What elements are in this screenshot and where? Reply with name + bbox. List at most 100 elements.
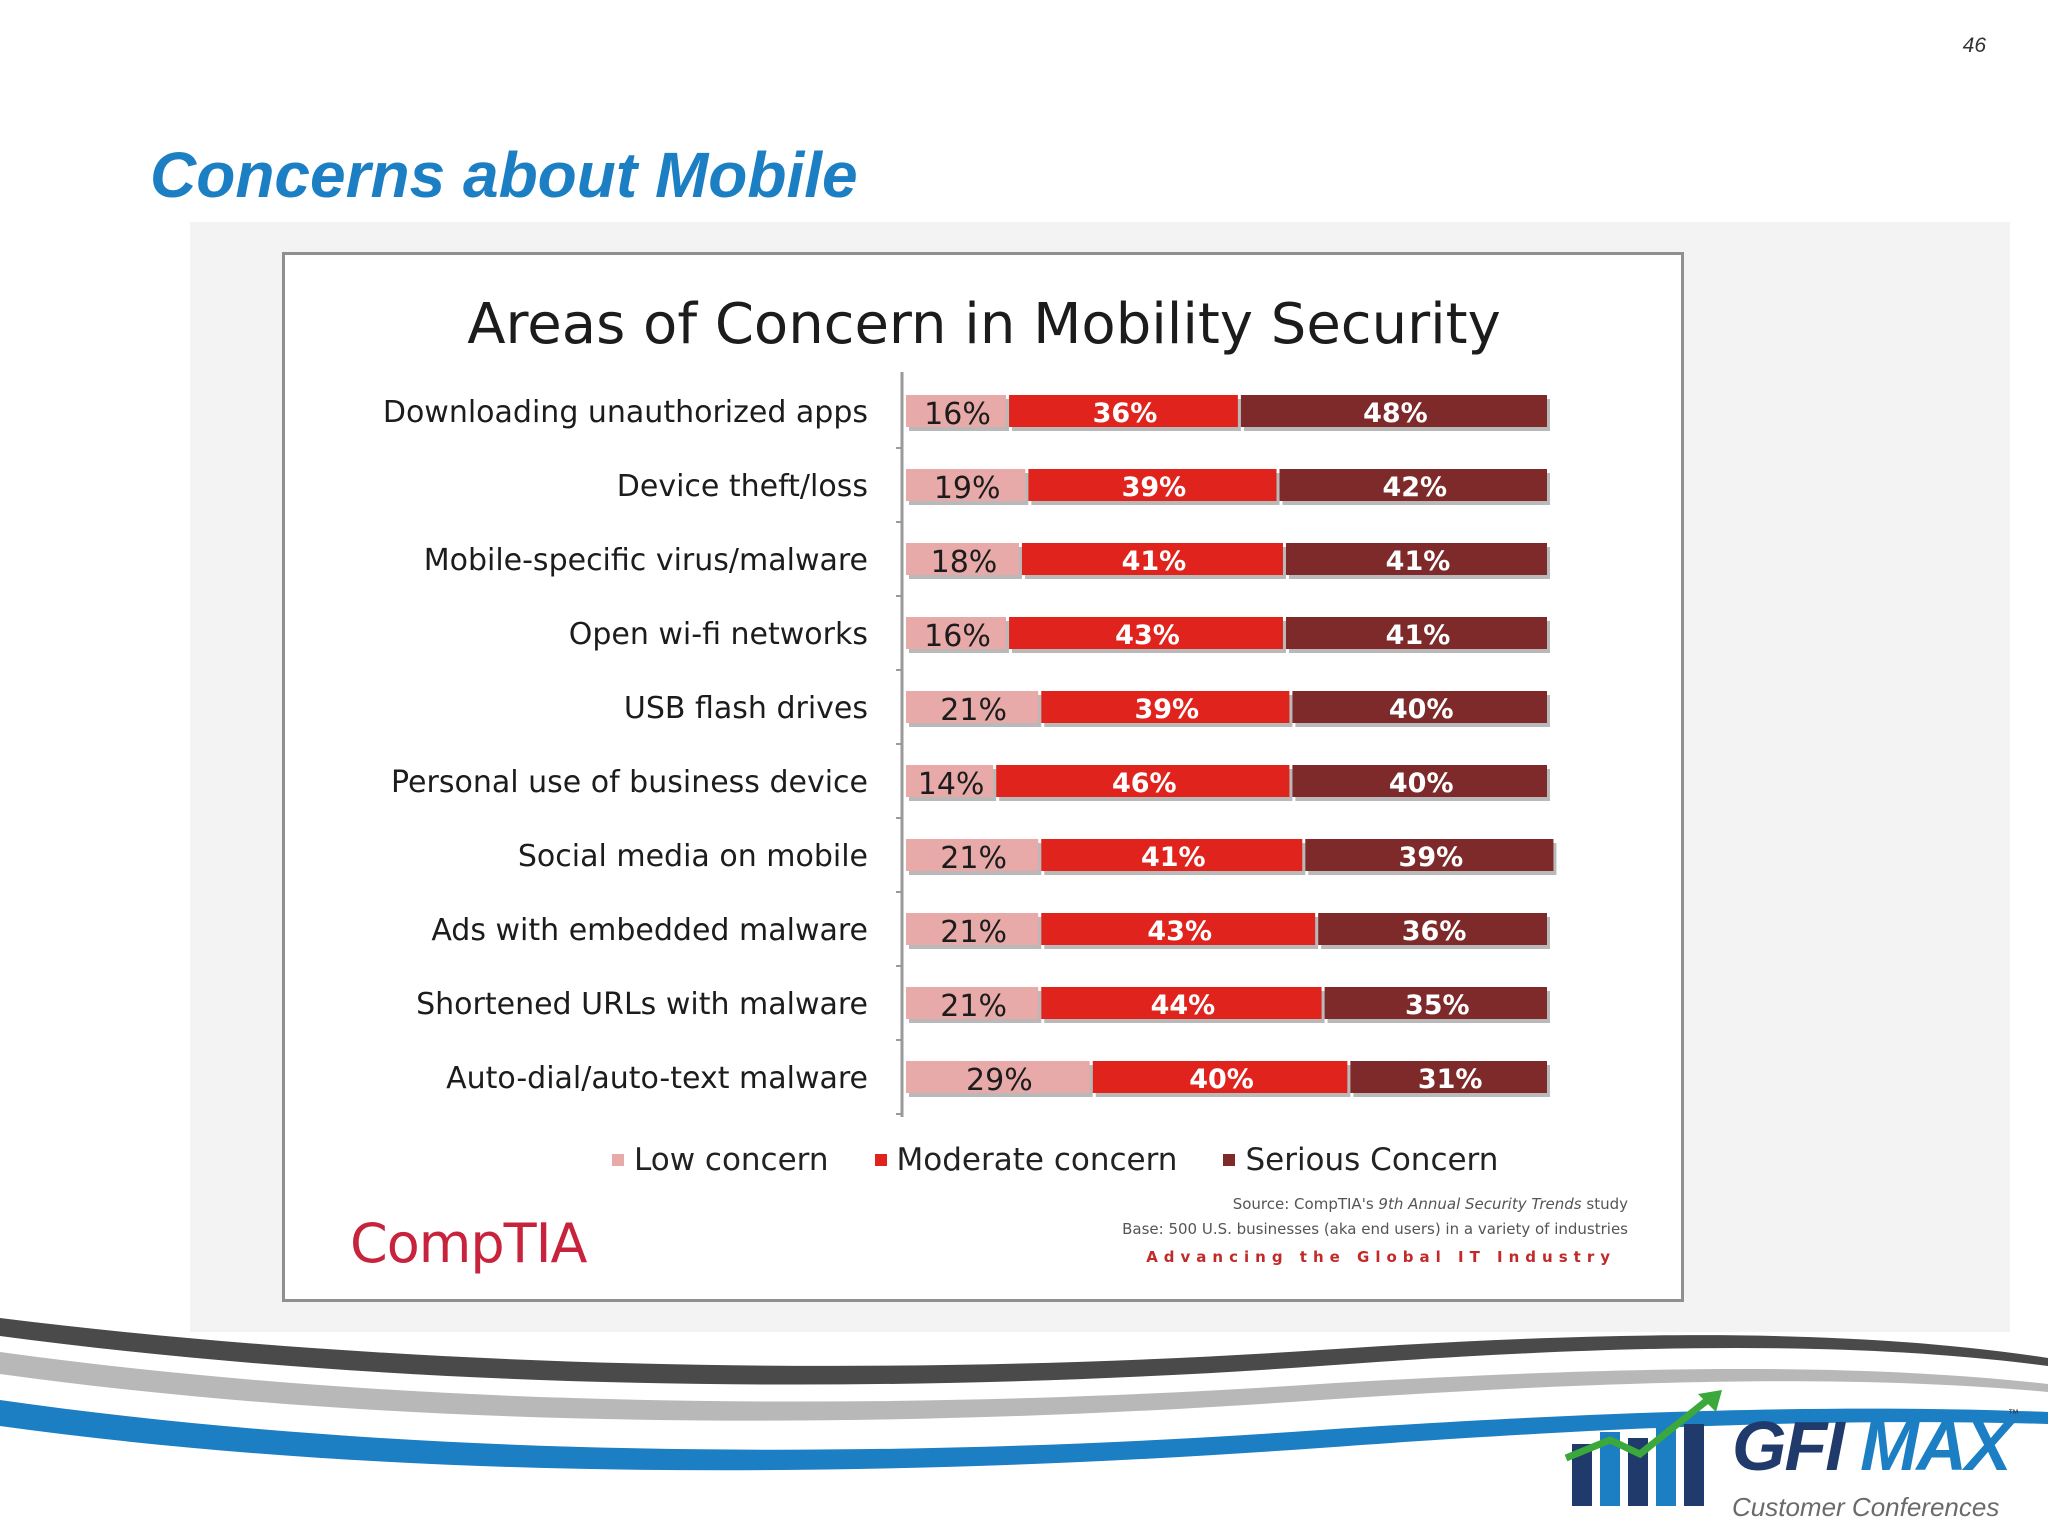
source-note: Source: CompTIA's 9th Annual Security Tr… <box>1122 1192 1628 1242</box>
bar-segment-serious <box>1318 913 1547 945</box>
bar-segment-low <box>906 987 1039 1019</box>
legend-item-moderate: Moderate concern <box>874 1142 1178 1178</box>
bar-segment-low <box>906 839 1039 871</box>
comptia-tagline: Advancing the Global IT Industry <box>1146 1248 1616 1266</box>
legend-label-moderate: Moderate concern <box>896 1142 1178 1178</box>
gfi-max-logo: GFI MAX ™ Customer Conferences <box>1560 1388 2020 1522</box>
bar-segment-moderate <box>1009 395 1238 427</box>
category-label-mobile-specific-virus-malware: Mobile-specific virus/malware <box>424 543 868 578</box>
swoosh-gray-light <box>0 1352 2048 1421</box>
bar-segment-low <box>906 469 1026 501</box>
data-label-low: 21% <box>940 841 1007 876</box>
bar-segment-low <box>906 543 1019 575</box>
data-label-low: 19% <box>934 471 1001 506</box>
data-label-serious: 31% <box>1418 1064 1483 1095</box>
bar-segment-moderate <box>1021 543 1283 575</box>
category-label-personal-use-of-business-device: Personal use of business device <box>391 765 868 800</box>
source-base: Base: 500 U.S. businesses (aka end users… <box>1122 1220 1628 1238</box>
bar-segment-low <box>906 395 1007 427</box>
source-study: 9th Annual Security Trends <box>1378 1195 1582 1213</box>
data-label-moderate: 44% <box>1151 990 1216 1021</box>
legend-swatch-serious <box>1223 1154 1236 1166</box>
bar-segment-serious <box>1279 469 1547 501</box>
data-label-low: 18% <box>931 545 998 580</box>
data-label-serious: 39% <box>1399 842 1464 873</box>
data-label-serious: 41% <box>1386 546 1451 577</box>
data-label-moderate: 46% <box>1112 768 1177 799</box>
bar-segment-moderate <box>1092 1061 1348 1093</box>
bar-segment-moderate <box>996 765 1290 797</box>
data-label-low: 21% <box>940 989 1007 1024</box>
data-label-serious: 42% <box>1382 472 1447 503</box>
source-suffix: study <box>1581 1195 1628 1213</box>
legend-item-serious: Serious Concern <box>1223 1142 1498 1178</box>
bar-segment-moderate <box>1009 617 1283 649</box>
comptia-logo: CompTIA <box>350 1212 587 1275</box>
bar-segment-serious <box>1350 1061 1547 1093</box>
bar-segment-low <box>906 765 994 797</box>
data-label-serious: 40% <box>1389 768 1454 799</box>
data-label-moderate: 41% <box>1141 842 1206 873</box>
data-label-low: 21% <box>940 693 1007 728</box>
bar-segment-moderate <box>1041 987 1322 1019</box>
data-label-low: 16% <box>924 619 991 654</box>
gfi-tagline: Customer Conferences <box>1732 1492 2000 1522</box>
bar-segment-serious <box>1292 765 1547 797</box>
bar-segment-moderate <box>1041 913 1316 945</box>
category-label-open-wi-fi-networks: Open wi-fi networks <box>569 617 868 652</box>
data-label-serious: 35% <box>1405 990 1470 1021</box>
bar-segment-serious <box>1324 987 1547 1019</box>
data-label-low: 21% <box>940 915 1007 950</box>
bar-segment-low <box>906 1061 1090 1093</box>
category-label-usb-flash-drives: USB flash drives <box>624 691 868 726</box>
data-label-serious: 41% <box>1386 620 1451 651</box>
swoosh-gray-dark <box>0 1318 2048 1385</box>
data-label-moderate: 39% <box>1134 694 1199 725</box>
slide-title: Concerns about Mobile <box>150 139 858 211</box>
data-label-low: 14% <box>918 767 985 802</box>
chart-legend: Low concern Moderate concern Serious Con… <box>612 1142 1498 1178</box>
bar-segment-low <box>906 913 1039 945</box>
page-number: 46 <box>1962 34 1986 57</box>
category-label-device-theft-loss: Device theft/loss <box>617 469 868 504</box>
legend-item-low: Low concern <box>612 1142 829 1178</box>
category-label-social-media-on-mobile: Social media on mobile <box>518 839 868 874</box>
bar-segment-low <box>906 617 1007 649</box>
decorative-swooshes <box>0 1318 2048 1471</box>
legend-swatch-moderate <box>874 1154 887 1166</box>
bar-segment-low <box>906 691 1039 723</box>
source-prefix: Source: CompTIA's <box>1232 1195 1379 1213</box>
legend-swatch-low <box>612 1154 624 1166</box>
swoosh-blue <box>0 1400 2048 1471</box>
category-label-downloading-unauthorized-apps: Downloading unauthorized apps <box>383 395 868 430</box>
source-line: Source: CompTIA's 9th Annual Security Tr… <box>1122 1192 1628 1217</box>
bar-segment-moderate <box>1041 839 1303 871</box>
trademark-mark: ™ <box>2008 1408 2019 1420</box>
gfi-wordmark: GFI MAX <box>1732 1406 2012 1486</box>
data-label-moderate: 43% <box>1147 916 1212 947</box>
data-label-moderate: 39% <box>1122 472 1187 503</box>
max-text: MAX <box>1860 1407 2012 1485</box>
legend-label-serious: Serious Concern <box>1245 1142 1499 1178</box>
bar-growth-icon <box>1564 1390 1722 1506</box>
bar-segment-serious <box>1285 617 1547 649</box>
bar-segment-serious <box>1305 839 1554 871</box>
bar-segment-moderate <box>1028 469 1277 501</box>
category-label-shortened-urls-with-malware: Shortened URLs with malware <box>416 987 868 1022</box>
data-label-low: 16% <box>924 397 991 432</box>
data-label-serious: 48% <box>1363 398 1428 429</box>
data-label-low: 29% <box>966 1063 1033 1098</box>
data-label-moderate: 43% <box>1115 620 1180 651</box>
wordmark-space <box>1843 1407 1860 1485</box>
bar-segment-serious <box>1240 395 1547 427</box>
data-label-moderate: 41% <box>1122 546 1187 577</box>
category-label-auto-dial-auto-text-malware: Auto-dial/auto-text malware <box>446 1061 868 1096</box>
category-label-ads-with-embedded-malware: Ads with embedded malware <box>431 913 868 948</box>
bar-segment-serious <box>1292 691 1547 723</box>
bar-segment-serious <box>1285 543 1547 575</box>
data-label-moderate: 36% <box>1093 398 1158 429</box>
bar-segment-moderate <box>1041 691 1290 723</box>
data-label-serious: 36% <box>1402 916 1467 947</box>
legend-label-low: Low concern <box>634 1142 829 1178</box>
